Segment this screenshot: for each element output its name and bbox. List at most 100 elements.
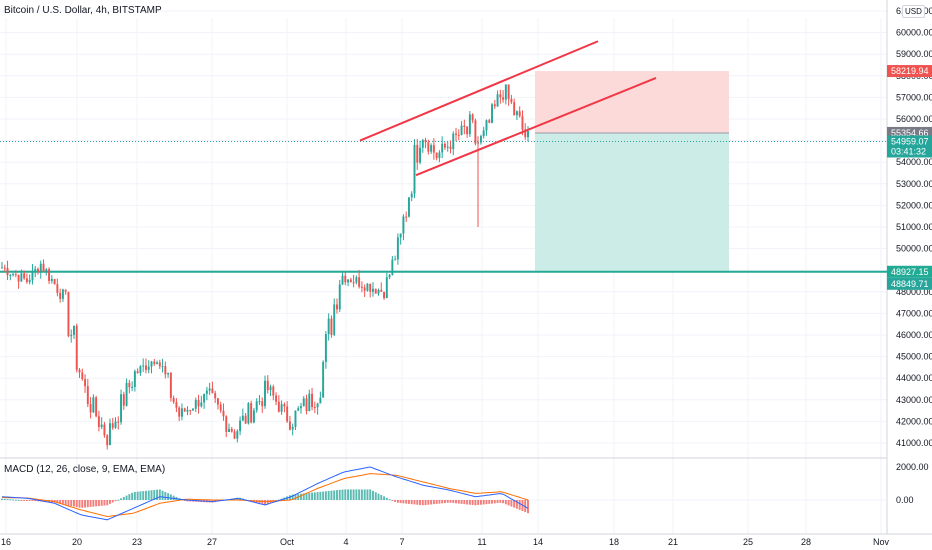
candle <box>291 423 294 436</box>
macd-histogram-bar <box>493 500 496 504</box>
macd-histogram-bar <box>363 489 366 500</box>
candle <box>435 152 438 161</box>
candle-body <box>424 140 427 143</box>
candle <box>92 394 95 413</box>
candle <box>493 99 496 109</box>
candle-body <box>136 371 139 373</box>
macd-histogram-bar <box>510 500 513 507</box>
macd-histogram-bar <box>70 500 73 506</box>
candle <box>358 270 361 289</box>
candle <box>336 298 338 314</box>
candle-body <box>167 373 170 375</box>
candle-body <box>228 428 230 432</box>
candle-body <box>283 404 286 407</box>
candle <box>261 397 264 413</box>
candle <box>108 418 111 446</box>
macd-histogram-bar <box>23 500 26 501</box>
macd-histogram-bar <box>435 500 438 504</box>
candle-body <box>78 369 81 373</box>
candle <box>369 283 372 298</box>
candle-body <box>219 404 222 411</box>
countdown-label: 03:41:32 <box>891 146 926 156</box>
candle <box>67 291 70 338</box>
candle <box>366 283 369 292</box>
candle-body <box>236 431 239 439</box>
candle-body <box>142 365 145 367</box>
macd-histogram-bar <box>25 500 28 501</box>
candle <box>56 278 59 297</box>
candle <box>208 382 211 395</box>
candle <box>3 264 6 272</box>
macd-histogram-bar <box>120 498 123 500</box>
candle <box>125 378 128 407</box>
candle <box>172 395 175 404</box>
candle <box>37 267 39 275</box>
macd-histogram-bar <box>117 499 120 501</box>
candle-body <box>471 114 474 121</box>
candle <box>192 408 194 412</box>
macd-histogram-bar <box>349 489 352 500</box>
candle <box>288 415 291 431</box>
macd-histogram-bar <box>158 489 161 500</box>
candle-body <box>241 415 244 421</box>
candle-body <box>430 145 433 152</box>
candle-body <box>108 423 111 446</box>
candle-body <box>244 415 247 424</box>
currency-badge[interactable]: USD <box>902 5 925 18</box>
macd-histogram-bar <box>308 492 311 500</box>
macd-histogram-bar <box>463 500 466 505</box>
candle <box>319 391 322 404</box>
candle-body <box>479 136 482 143</box>
time-tick-label: 14 <box>533 537 543 547</box>
last-price-badge-bg <box>887 135 932 158</box>
candle-body <box>416 144 419 163</box>
candle <box>241 408 244 422</box>
candle <box>333 298 336 337</box>
macd-histogram-bar <box>474 500 477 506</box>
candle-body <box>482 130 485 137</box>
candle <box>432 138 435 160</box>
candle-body <box>131 386 134 388</box>
macd-histogram-bar <box>482 500 485 505</box>
macd-histogram-bar <box>488 500 491 504</box>
macd-histogram-bar <box>388 499 391 501</box>
candle-body <box>194 399 197 409</box>
candle <box>272 384 275 401</box>
macd-histogram-bar <box>430 500 433 505</box>
macd-histogram-bar <box>466 500 469 505</box>
candle <box>316 402 319 415</box>
candle <box>421 138 424 153</box>
candle-body <box>106 435 109 446</box>
candle <box>419 140 422 165</box>
candle-body <box>316 403 319 408</box>
macd-histogram-bar <box>133 491 136 500</box>
candle <box>84 374 87 393</box>
price-tick-label: 59000.00 <box>896 49 932 59</box>
candle-body <box>192 408 194 411</box>
macd-histogram-bar <box>167 493 170 500</box>
candle-body <box>39 263 42 272</box>
candle-body <box>349 279 352 283</box>
macd-histogram-bar <box>186 500 189 502</box>
candle <box>407 197 410 218</box>
candle <box>283 402 286 413</box>
time-tick-label: 23 <box>132 537 142 547</box>
candle <box>139 365 142 376</box>
candle-body <box>6 268 9 276</box>
candle-body <box>183 408 186 412</box>
macd-histogram-bar <box>468 500 471 505</box>
candle-body <box>399 233 402 238</box>
macd-histogram-bar <box>258 500 261 504</box>
macd-histogram-bar <box>261 500 264 505</box>
macd-histogram-bar <box>12 499 15 501</box>
candle <box>1 262 3 269</box>
candle <box>203 393 206 409</box>
candle-body <box>366 283 369 291</box>
candle-body <box>230 428 233 432</box>
candle <box>216 397 219 410</box>
candle-body <box>355 277 358 283</box>
candle <box>50 275 53 284</box>
candle-body <box>388 274 391 278</box>
